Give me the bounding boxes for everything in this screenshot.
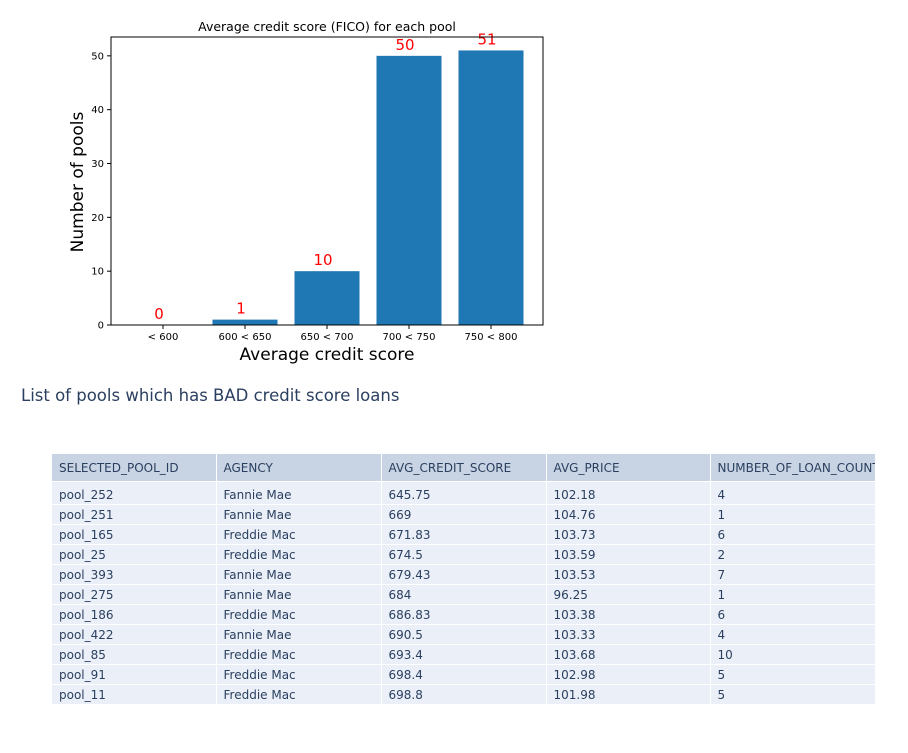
table-cell: pool_251	[52, 504, 217, 525]
x-tick-label: 700 < 750	[383, 332, 436, 343]
column-header: NUMBER_OF_LOAN_COUNT	[710, 454, 875, 482]
column-header: AGENCY	[216, 454, 382, 482]
table-cell: 645.75	[381, 481, 547, 505]
table-cell: 104.76	[546, 504, 711, 525]
table-cell: pool_91	[52, 664, 217, 685]
y-tick-label: 50	[91, 51, 104, 62]
y-tick-label: 40	[91, 105, 104, 116]
table-cell: Freddie Mac	[216, 544, 382, 565]
table-row: pool_165 Freddie Mac 671.83 103.73 6	[52, 524, 875, 545]
table-cell: Freddie Mac	[216, 604, 382, 625]
table-cell: Fannie Mae	[216, 481, 382, 505]
table-cell: 698.8	[381, 684, 547, 704]
table-cell: 10	[710, 644, 875, 665]
table-cell: 684	[381, 584, 547, 605]
table-cell: 686.83	[381, 604, 547, 625]
table-cell: 5	[710, 684, 875, 704]
table-row: pool_275 Fannie Mae 684 96.25 1	[52, 584, 875, 605]
data-label: 10	[313, 251, 332, 269]
table-cell: 679.43	[381, 564, 547, 585]
table-row: pool_25 Freddie Mac 674.5 103.59 2	[52, 544, 875, 565]
table-cell: pool_393	[52, 564, 217, 585]
table-cell: pool_186	[52, 604, 217, 625]
table-cell: pool_275	[52, 584, 217, 605]
chart-title: Average credit score (FICO) for each poo…	[198, 19, 456, 34]
table-cell: 669	[381, 504, 547, 525]
y-axis-label: Number of pools	[68, 112, 88, 253]
column-header: SELECTED_POOL_ID	[52, 454, 217, 482]
table-cell: 693.4	[381, 644, 547, 665]
table-cell: 6	[710, 604, 875, 625]
table-row: pool_393 Fannie Mae 679.43 103.53 7	[52, 564, 875, 585]
table-cell: Fannie Mae	[216, 564, 382, 585]
table-cell: Fannie Mae	[216, 624, 382, 645]
table-row: pool_422 Fannie Mae 690.5 103.33 4	[52, 624, 875, 645]
table-cell: 102.98	[546, 664, 711, 685]
y-tick-label: 10	[91, 267, 104, 278]
table-cell: 103.68	[546, 644, 711, 665]
data-label: 1	[236, 300, 246, 318]
bar-1	[212, 319, 278, 325]
table-cell: 674.5	[381, 544, 547, 565]
table-row: pool_85 Freddie Mac 693.4 103.68 10	[52, 644, 875, 665]
table-cell: 103.73	[546, 524, 711, 545]
table-cell: Freddie Mac	[216, 524, 382, 545]
table-row: pool_252 Fannie Mae 645.75 102.18 4	[52, 481, 875, 505]
table-cell: 698.4	[381, 664, 547, 685]
table-cell: 2	[710, 544, 875, 565]
y-tick-label: 0	[98, 321, 104, 332]
table-cell: pool_85	[52, 644, 217, 665]
table-cell: 103.59	[546, 544, 711, 565]
table-cell: Freddie Mac	[216, 664, 382, 685]
table-cell: Fannie Mae	[216, 584, 382, 605]
table-row: pool_91 Freddie Mac 698.4 102.98 5	[52, 664, 875, 685]
plot-frame	[110, 36, 544, 326]
table-cell: 5	[710, 664, 875, 685]
x-axis-label: Average credit score	[240, 345, 415, 365]
section-heading: List of pools which has BAD credit score…	[21, 386, 400, 405]
bar-chart: Average credit score (FICO) for each poo…	[68, 19, 544, 365]
table-cell: 96.25	[546, 584, 711, 605]
bar-2	[294, 271, 360, 325]
table-cell: pool_252	[52, 481, 217, 505]
bar-4	[458, 50, 524, 325]
table-cell: 103.53	[546, 564, 711, 585]
x-tick-label: 650 < 700	[301, 332, 354, 343]
table-cell: 6	[710, 524, 875, 545]
table-cell: 671.83	[381, 524, 547, 545]
table-cell: pool_165	[52, 524, 217, 545]
y-tick-label: 30	[91, 159, 104, 170]
table-cell: 7	[710, 564, 875, 585]
table-row: pool_251 Fannie Mae 669 104.76 1	[52, 504, 875, 525]
table-cell: pool_11	[52, 684, 217, 704]
table-cell: 4	[710, 481, 875, 505]
x-tick-label: 750 < 800	[465, 332, 518, 343]
table-row: pool_186 Freddie Mac 686.83 103.38 6	[52, 604, 875, 625]
table-cell: Freddie Mac	[216, 644, 382, 665]
data-label: 50	[395, 36, 414, 54]
table-row: pool_11 Freddie Mac 698.8 101.98 5	[52, 684, 875, 704]
table-cell: 101.98	[546, 684, 711, 704]
table-cell: 102.18	[546, 481, 711, 505]
table-cell: 103.38	[546, 604, 711, 625]
x-tick-label: < 600	[148, 332, 179, 343]
table-cell: Freddie Mac	[216, 684, 382, 704]
table-cell: pool_422	[52, 624, 217, 645]
pool-table: SELECTED_POOL_ID AGENCY AVG_CREDIT_SCORE AV…	[52, 454, 875, 704]
table-cell: 1	[710, 504, 875, 525]
y-tick-label: 20	[91, 213, 104, 224]
column-header: AVG_CREDIT_SCORE	[381, 454, 547, 482]
table-cell: Fannie Mae	[216, 504, 382, 525]
bar-3	[376, 55, 442, 325]
x-tick-label: 600 < 650	[219, 332, 272, 343]
column-header: AVG_PRICE	[546, 454, 711, 482]
data-label: 0	[154, 305, 164, 323]
table-cell: 4	[710, 624, 875, 645]
table-cell: 690.5	[381, 624, 547, 645]
table-cell: 103.33	[546, 624, 711, 645]
table-header-row: SELECTED_POOL_ID AGENCY AVG_CREDIT_SCORE AV…	[52, 454, 875, 482]
table-cell: 1	[710, 584, 875, 605]
table-cell: pool_25	[52, 544, 217, 565]
data-label: 51	[477, 30, 496, 48]
